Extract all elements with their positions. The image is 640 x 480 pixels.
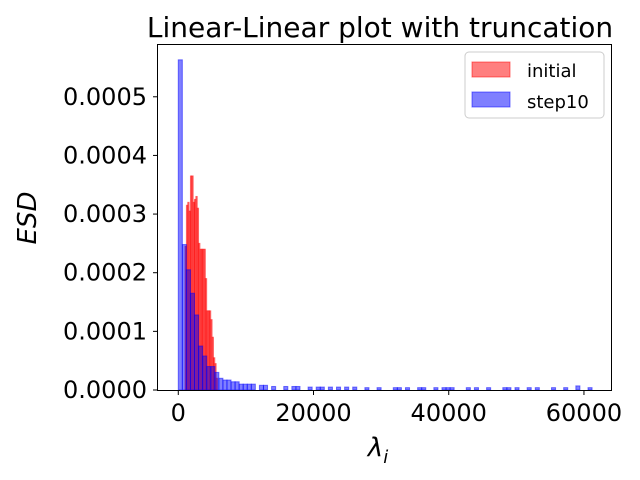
bar-step10 xyxy=(327,386,333,391)
chart-title: Linear-Linear plot with truncation xyxy=(147,11,613,44)
bar-step10 xyxy=(218,377,224,391)
bar-step10 xyxy=(250,383,256,391)
y-tick-label: 0.0005 xyxy=(63,83,147,111)
bar-step10 xyxy=(206,366,212,391)
y-axis-label: ESD xyxy=(13,192,43,245)
bar-step10 xyxy=(202,355,208,391)
bar-step10 xyxy=(271,385,277,391)
y-axis-ticks: 0.0000 0.0001 0.0002 0.0003 0.0004 0.0005 xyxy=(63,83,158,404)
bar-step10 xyxy=(449,387,455,391)
bar-step10 xyxy=(291,385,297,391)
x-axis-ticks: 0 20000 40000 60000 xyxy=(171,390,622,427)
legend-label-initial: initial xyxy=(527,61,577,82)
bar-step10 xyxy=(563,387,569,391)
legend-label-step10: step10 xyxy=(527,92,589,113)
bar-step10 xyxy=(226,379,232,391)
bar-step10 xyxy=(376,387,382,391)
bar-step10 xyxy=(295,385,301,391)
bar-step10 xyxy=(307,386,313,391)
bar-step10 xyxy=(575,385,581,391)
bar-step10 xyxy=(506,387,512,391)
bar-step10 xyxy=(258,384,264,391)
bar-step10 xyxy=(194,314,200,391)
x-tick-label: 60000 xyxy=(546,399,622,427)
bar-step10 xyxy=(441,387,447,391)
bar-step10 xyxy=(189,292,196,391)
bar-step10 xyxy=(181,244,187,391)
bar-step10 xyxy=(465,387,471,391)
x-axis-label: λi xyxy=(366,433,388,468)
bar-step10 xyxy=(514,387,520,391)
bar-step10 xyxy=(214,371,220,391)
bar-step10 xyxy=(534,387,540,391)
y-tick-label: 0.0004 xyxy=(63,141,147,169)
bar-step10 xyxy=(486,387,492,391)
y-tick-label: 0.0002 xyxy=(63,259,147,287)
y-tick-label: 0.0000 xyxy=(63,376,147,404)
x-tick-label: 20000 xyxy=(275,399,351,427)
bar-step10 xyxy=(210,366,216,391)
bar-step10 xyxy=(246,383,252,391)
bar-step10 xyxy=(222,379,228,391)
bar-step10 xyxy=(242,383,248,391)
bar-step10 xyxy=(198,345,204,391)
x-tick-label: 0 xyxy=(171,399,186,427)
x-axis-label-subscript: i xyxy=(383,447,388,468)
bar-step10 xyxy=(433,387,439,391)
bar-step10 xyxy=(352,386,358,391)
y-tick-label: 0.0001 xyxy=(63,317,147,345)
bar-step10 xyxy=(421,387,427,391)
bar-step10 xyxy=(315,386,321,391)
bar-step10 xyxy=(587,387,593,391)
bar-step10 xyxy=(238,383,244,391)
bar-step10 xyxy=(473,387,479,391)
bar-step10 xyxy=(364,387,370,391)
legend-swatch-step10 xyxy=(471,91,511,108)
legend-swatch-initial xyxy=(471,61,511,78)
bar-step10 xyxy=(336,386,342,391)
legend: initial step10 xyxy=(464,51,605,119)
bar-step10 xyxy=(502,387,508,391)
bar-step10 xyxy=(551,387,557,391)
bar-step10 xyxy=(392,387,398,391)
plot-frame xyxy=(157,44,612,391)
bar-step10 xyxy=(526,387,532,391)
bar-step10 xyxy=(234,381,240,391)
bar-step10 xyxy=(396,387,402,391)
bar-step10 xyxy=(230,381,236,391)
bar-step10 xyxy=(185,269,191,391)
x-tick-label: 40000 xyxy=(411,399,487,427)
bar-step10 xyxy=(319,386,325,391)
bar-step10 xyxy=(417,387,423,391)
bar-step10 xyxy=(177,59,183,391)
bar-step10 xyxy=(404,387,411,391)
bar-step10 xyxy=(344,386,350,391)
bar-step10 xyxy=(283,385,289,391)
bar-step10 xyxy=(445,387,451,391)
y-tick-label: 0.0003 xyxy=(63,200,147,228)
bar-step10 xyxy=(262,384,269,391)
